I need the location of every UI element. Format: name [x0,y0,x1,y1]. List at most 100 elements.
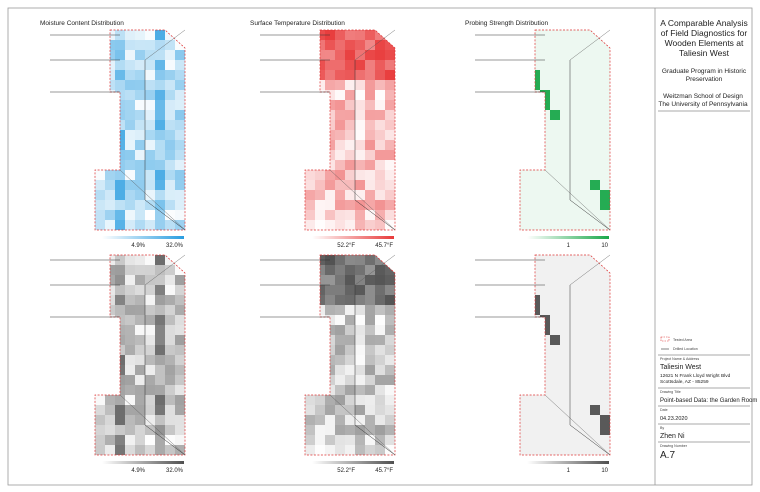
heat-cell [355,395,365,405]
heat-cell [365,110,375,120]
heat-cell [375,445,385,455]
heat-cell [315,265,325,275]
heat-cell [355,285,365,295]
heat-cell [560,140,570,150]
heat-cell [560,170,570,180]
heat-cell [530,425,540,435]
heat-cell [305,315,315,325]
heat-cell [560,415,570,425]
heat-cell [145,210,155,220]
heat-cell [580,190,590,200]
heat-cell [125,90,135,100]
heat-cell [115,50,125,60]
heat-cell [600,345,610,355]
heat-cell [165,415,175,425]
heat-cell [375,295,385,305]
heat-cell [600,375,610,385]
heat-cell [175,50,185,60]
heat-cell [165,345,175,355]
heat-cell [335,335,345,345]
heat-cell [175,30,185,40]
heat-cell [355,60,365,70]
heat-cell [570,295,580,305]
heat-cell [520,150,530,160]
heat-cell [115,325,125,335]
heat-cell [155,275,165,285]
heat-cell [125,365,135,375]
heat-cell [125,30,135,40]
heat-cell [590,180,600,190]
heat-cell [550,345,560,355]
heat-cell [315,170,325,180]
heat-cell [305,345,315,355]
heat-cell [305,325,315,335]
heat-cell [125,395,135,405]
university: The University of Pennsylvania [658,101,748,108]
heat-cell [115,210,125,220]
heat-cell [325,305,335,315]
heat-cell [385,315,395,325]
heat-cell [520,295,530,305]
heat-cell [135,120,145,130]
heat-cell [125,385,135,395]
heat-cell [125,345,135,355]
heat-cell [95,140,105,150]
heat-cell [335,50,345,60]
heat-cell [165,295,175,305]
heat-cell [600,100,610,110]
heat-cell [105,405,115,415]
heat-cell [355,305,365,315]
heat-cell [375,210,385,220]
heat-cell [365,435,375,445]
heat-cell [570,345,580,355]
heat-cell [590,50,600,60]
wall-line [119,394,186,456]
heat-cell [135,415,145,425]
heat-cell [530,265,540,275]
heat-cell [560,190,570,200]
heat-cell [570,385,580,395]
heat-cell [600,70,610,80]
heat-cell [105,90,115,100]
heat-cell [365,275,375,285]
heat-cell [345,305,355,315]
legend-tested: Tested Area [673,338,692,342]
heat-cell [375,375,385,385]
heat-cell [540,435,550,445]
heat-cell [345,180,355,190]
heat-cell [365,415,375,425]
heat-cell [305,180,315,190]
heat-cell [145,40,155,50]
heat-cell [600,40,610,50]
heat-cell [175,435,185,445]
heat-cell [315,220,325,230]
heat-cell [590,160,600,170]
heat-cell [135,170,145,180]
heat-cell [115,100,125,110]
heat-cell [600,150,610,160]
heat-cell [175,200,185,210]
wall-line [119,169,186,231]
heat-cell [385,200,395,210]
heat-cell [530,150,540,160]
heat-cell [125,445,135,455]
heat-cell [375,80,385,90]
heat-cell [385,355,395,365]
heat-cell [125,70,135,80]
heat-cell [155,435,165,445]
heat-cell [550,415,560,425]
wall-line [354,285,396,456]
legend-bar [312,236,394,239]
heat-cell [125,100,135,110]
heat-cell [355,210,365,220]
heat-cell [315,375,325,385]
heat-cell [315,345,325,355]
heat-cell [135,210,145,220]
heat-cell [540,395,550,405]
heat-cell [345,445,355,455]
heat-cell [550,365,560,375]
heat-cell [125,355,135,365]
heat-cell [375,275,385,285]
heat-cell [375,255,385,265]
